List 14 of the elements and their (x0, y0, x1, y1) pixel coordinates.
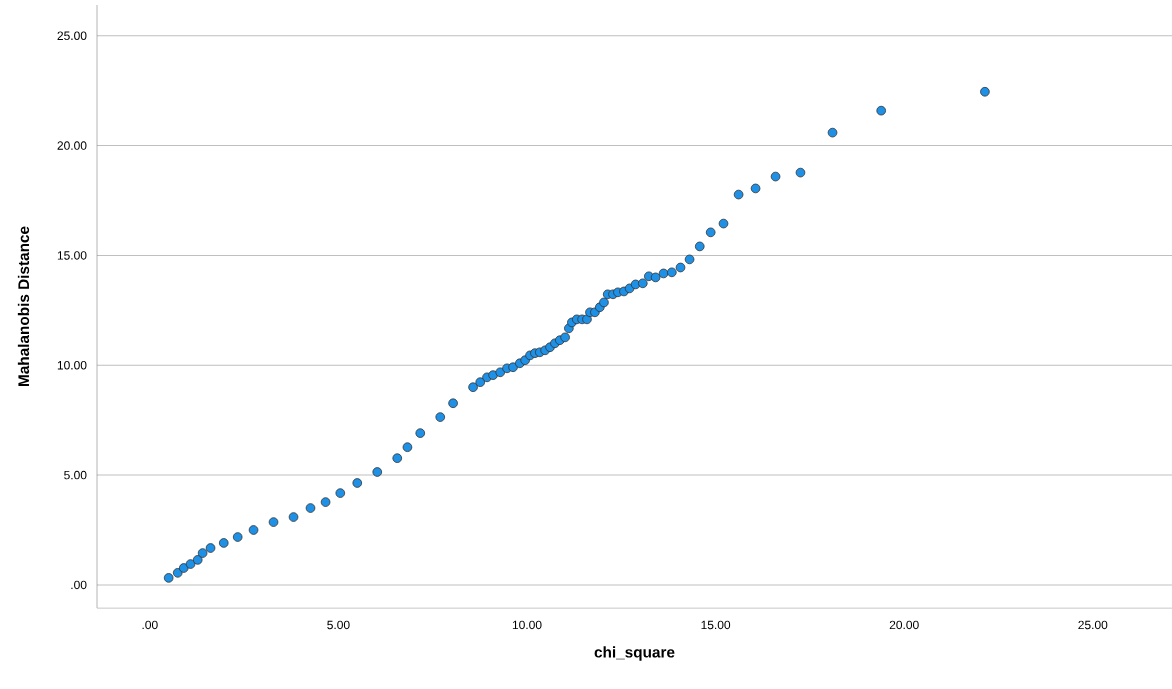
x-tick-label: 20.00 (889, 620, 919, 630)
x-tick-label: 10.00 (512, 620, 542, 630)
x-tick-label: 5.00 (327, 620, 350, 630)
x-tick-label: .00 (142, 620, 158, 630)
x-tick-label: 25.00 (1078, 620, 1108, 630)
y-tick-label: 15.00 (57, 251, 87, 260)
y-tick-label: 25.00 (57, 31, 87, 40)
y-tick-label: .00 (71, 580, 87, 590)
x-tick-label: 15.00 (701, 620, 731, 630)
y-axis-title: Mahalanobis Distance (17, 226, 30, 386)
y-tick-label: 20.00 (57, 141, 87, 150)
y-tick-label: 10.00 (57, 361, 87, 370)
x-axis-title: chi_square (594, 646, 675, 661)
y-tick-label: 5.00 (64, 470, 87, 480)
